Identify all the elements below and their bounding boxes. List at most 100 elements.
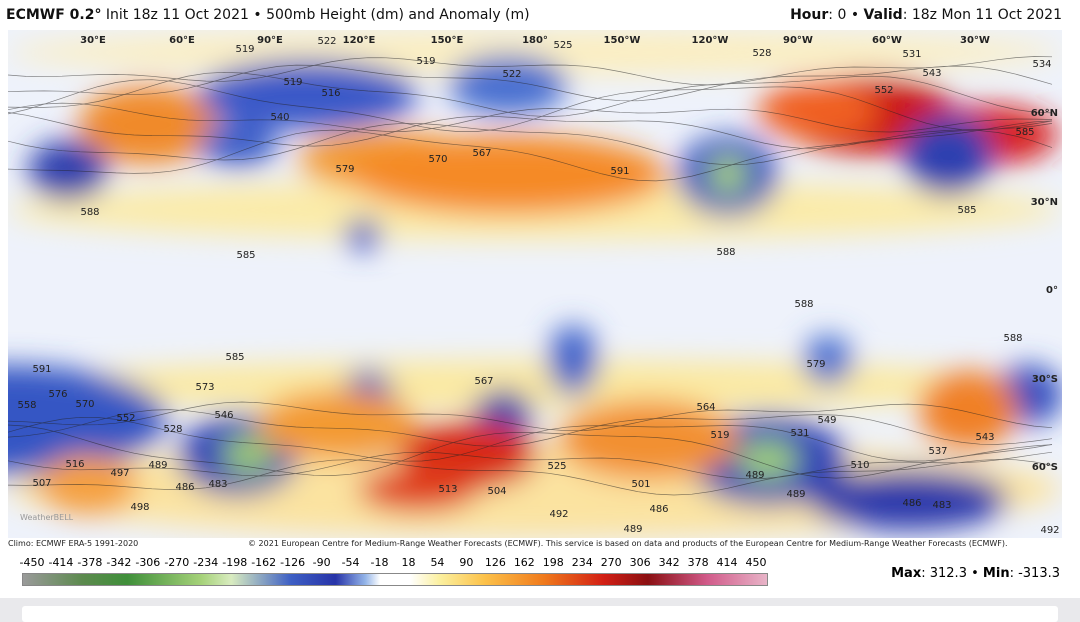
model: ECMWF 0.2° bbox=[6, 7, 102, 23]
contour-label: 519 bbox=[416, 56, 435, 67]
contour-label: 543 bbox=[922, 68, 941, 79]
contour-label: 567 bbox=[474, 376, 493, 387]
latitude-label: 60°N bbox=[1031, 108, 1058, 119]
contour-line bbox=[8, 102, 1053, 133]
longitude-label: 90°W bbox=[783, 35, 813, 46]
contour-label: 540 bbox=[270, 112, 289, 123]
contour-label: 564 bbox=[696, 402, 715, 413]
contour-label: 537 bbox=[928, 446, 947, 457]
contour-label: 588 bbox=[716, 247, 735, 258]
contour-line bbox=[8, 56, 1053, 86]
contour-label: 519 bbox=[283, 77, 302, 88]
contour-label: 489 bbox=[623, 524, 642, 535]
contour-line bbox=[8, 424, 1053, 479]
footer: Climo: ECMWF ERA-5 1991-2020 © 2021 Euro… bbox=[8, 539, 1068, 548]
contour-label: 576 bbox=[48, 389, 67, 400]
anomaly-shading bbox=[903, 115, 993, 195]
contour-label: 516 bbox=[65, 459, 84, 470]
colorbar-tick-label: -234 bbox=[193, 556, 219, 569]
contour-label: 588 bbox=[1003, 333, 1022, 344]
contour-label: 543 bbox=[975, 432, 994, 443]
separator: • bbox=[971, 566, 979, 581]
contour-label: 579 bbox=[335, 164, 354, 175]
contour-label: 585 bbox=[1015, 127, 1034, 138]
bottom-bar bbox=[0, 598, 1080, 622]
colorbar-tick-label: 162 bbox=[513, 556, 535, 569]
contour-label: 546 bbox=[214, 410, 233, 421]
contour-label: 579 bbox=[806, 359, 825, 370]
anomaly-shading bbox=[758, 80, 878, 140]
colorbar-tick-label: -378 bbox=[77, 556, 103, 569]
colorbar-strip bbox=[22, 573, 768, 586]
colorbar-tick-label: 450 bbox=[745, 556, 767, 569]
contour-line bbox=[8, 401, 1053, 432]
contour-label: 528 bbox=[163, 424, 182, 435]
longitude-label: 120°E bbox=[343, 35, 376, 46]
colorbar-tick-label: -18 bbox=[370, 556, 389, 569]
contour-line bbox=[8, 64, 1053, 102]
contour-label: 552 bbox=[874, 85, 893, 96]
contour-label: 489 bbox=[745, 470, 764, 481]
contour-line bbox=[8, 409, 1053, 447]
contour-label: 504 bbox=[487, 486, 506, 497]
latitude-label: 60°S bbox=[1032, 462, 1058, 473]
anomaly-shading bbox=[198, 123, 278, 167]
contour-label: 486 bbox=[902, 498, 921, 509]
hour: : 0 bbox=[828, 7, 847, 23]
contour-label: 513 bbox=[438, 484, 457, 495]
contour-label: 507 bbox=[32, 478, 51, 489]
max: : 312.3 bbox=[921, 566, 967, 581]
anomaly-shading bbox=[558, 400, 738, 480]
contour-label: 519 bbox=[235, 44, 254, 55]
contour-line bbox=[8, 458, 1053, 496]
contour-label: 585 bbox=[225, 352, 244, 363]
contour-label: 591 bbox=[610, 166, 629, 177]
contour-label: 573 bbox=[195, 382, 214, 393]
colorbar-tick-label: -54 bbox=[341, 556, 360, 569]
colorbar-tick-label: 126 bbox=[484, 556, 506, 569]
colorbar-tick-label: 414 bbox=[716, 556, 738, 569]
longitude-label: 180° bbox=[522, 35, 548, 46]
contour-label: 591 bbox=[32, 364, 51, 375]
contour-label: 531 bbox=[902, 49, 921, 60]
anomaly-shading bbox=[198, 60, 418, 130]
contour-label: 588 bbox=[794, 299, 813, 310]
contour-label: 567 bbox=[472, 148, 491, 159]
contour-label: 486 bbox=[175, 482, 194, 493]
anomaly-shading bbox=[808, 470, 1008, 530]
longitude-label: 150°E bbox=[431, 35, 464, 46]
contour-label: 525 bbox=[553, 40, 572, 51]
colorbar-tick-label: -342 bbox=[106, 556, 132, 569]
contour-label: 483 bbox=[932, 500, 951, 511]
bottom-card bbox=[22, 606, 1058, 622]
anomaly-shading bbox=[348, 135, 668, 215]
anomaly-shading bbox=[358, 468, 478, 512]
contour-label: 570 bbox=[428, 154, 447, 165]
valid-label: Valid bbox=[863, 7, 903, 23]
contour-label: 483 bbox=[208, 479, 227, 490]
contour-label: 516 bbox=[321, 88, 340, 99]
colorbar-tick-label: -270 bbox=[164, 556, 190, 569]
contour-label: 528 bbox=[752, 48, 771, 59]
latitude-label: 0° bbox=[1046, 285, 1058, 296]
anomaly-shading bbox=[8, 360, 1062, 410]
colorbar-tick-label: -162 bbox=[251, 556, 277, 569]
longitude-label: 150°W bbox=[604, 35, 641, 46]
anomaly-shading bbox=[448, 55, 568, 115]
climo: Climo: ECMWF ERA-5 1991-2020 bbox=[8, 539, 139, 548]
anomaly-shading bbox=[28, 140, 108, 200]
header-right: Hour: 0 • Valid: 18z Mon 11 Oct 2021 bbox=[790, 7, 1062, 23]
min-label: Min bbox=[982, 566, 1010, 581]
longitude-label: 90°E bbox=[257, 35, 283, 46]
contour-label: 492 bbox=[549, 509, 568, 520]
watermark: WeatherBELL bbox=[20, 513, 74, 522]
max-label: Max bbox=[891, 566, 922, 581]
longitude-label: 60°E bbox=[169, 35, 195, 46]
anomaly-shading bbox=[803, 335, 853, 385]
contour-label: 510 bbox=[850, 460, 869, 471]
contour-line bbox=[8, 71, 1053, 117]
contour-line bbox=[8, 416, 1053, 462]
colorbar-tick-label: 198 bbox=[542, 556, 564, 569]
colorbar-tick-label: -90 bbox=[312, 556, 331, 569]
